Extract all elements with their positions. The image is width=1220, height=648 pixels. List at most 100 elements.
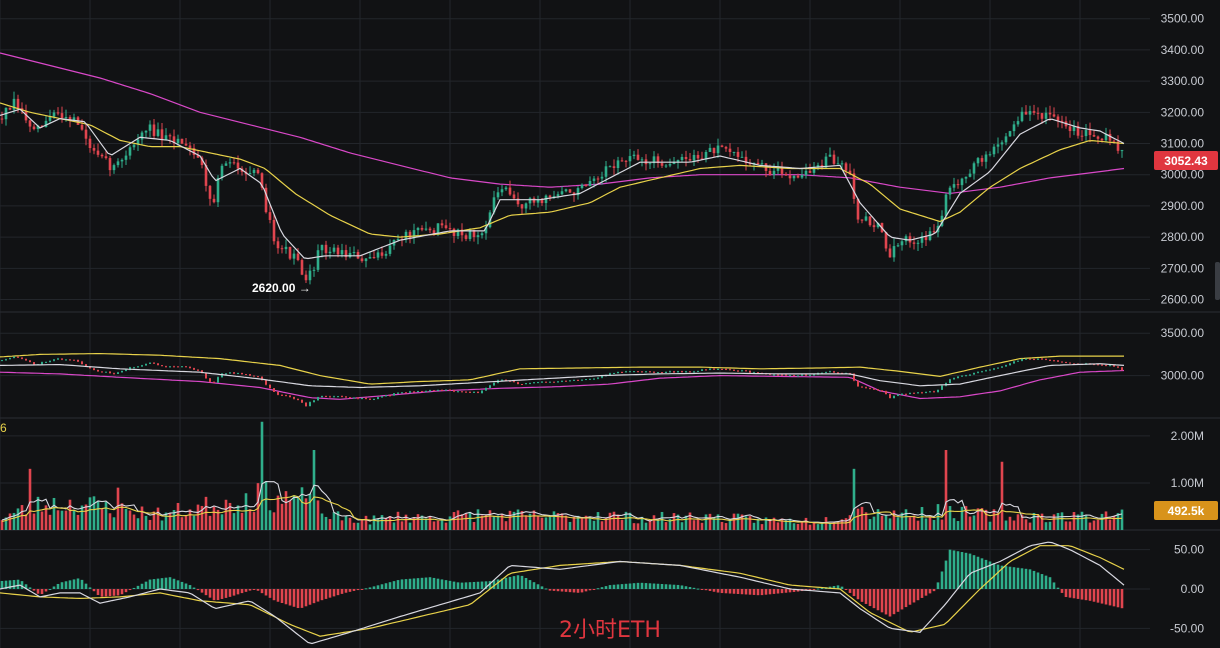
volume-bar — [180, 517, 184, 530]
macd-histogram-bar — [400, 579, 404, 589]
volume-bar — [784, 520, 788, 530]
macd-histogram-bar — [744, 589, 748, 595]
macd-histogram-bar — [372, 586, 376, 589]
candle-up — [957, 376, 959, 379]
macd-histogram-bar — [120, 589, 124, 595]
candle-up — [665, 371, 667, 374]
candle-down — [304, 270, 308, 283]
macd-histogram-bar — [292, 589, 296, 607]
candle-up — [1021, 358, 1023, 362]
macd-histogram-bar — [280, 589, 284, 604]
scroll-handle[interactable] — [1215, 262, 1220, 300]
candle-up — [944, 193, 948, 220]
candle-down — [245, 373, 247, 376]
macd-histogram-bar — [888, 589, 892, 617]
volume-bar — [468, 511, 472, 530]
volume-bar — [576, 515, 580, 530]
volume-bar — [888, 518, 892, 530]
candle-up — [128, 145, 132, 160]
candle-down — [345, 396, 347, 398]
candle-up — [753, 371, 755, 374]
candle-down — [153, 362, 155, 364]
volume-bar — [60, 510, 64, 530]
candle-down — [737, 370, 739, 372]
candle-down — [857, 380, 859, 387]
candle-up — [340, 243, 344, 258]
volume-bar — [64, 510, 68, 530]
volume-bar — [236, 505, 240, 530]
macd-histogram-bar — [376, 585, 380, 589]
volume-bar — [728, 519, 732, 530]
volume-bar — [156, 507, 160, 530]
volume-bar — [536, 516, 540, 530]
volume-bar — [568, 521, 572, 530]
candle-down — [180, 138, 184, 144]
candle-down — [296, 248, 300, 262]
candle-up — [1005, 364, 1007, 367]
macd-dif-line — [0, 541, 1125, 645]
main-candlestick-panel[interactable] — [0, 52, 1125, 288]
volume-bar — [516, 509, 520, 530]
candle-down — [197, 369, 199, 371]
macd-histogram-bar — [200, 589, 204, 593]
candle-down — [441, 389, 443, 391]
candle-up — [625, 370, 627, 373]
candle-up — [800, 168, 804, 180]
macd-histogram-bar — [384, 583, 388, 589]
candle-down — [277, 391, 279, 396]
volume-bar — [1072, 512, 1076, 530]
macd-histogram-bar — [604, 586, 608, 589]
macd-histogram-bar — [228, 589, 232, 597]
macd-histogram-bar — [412, 578, 416, 589]
candle-down — [324, 240, 328, 260]
candle-up — [1000, 140, 1004, 151]
macd-histogram-bar — [368, 587, 372, 589]
macd-histogram-bar — [264, 589, 268, 596]
candle-up — [632, 150, 636, 160]
candle-up — [312, 266, 316, 277]
macd-histogram-bar — [968, 553, 972, 589]
candle-up — [320, 244, 324, 258]
candle-up — [45, 361, 47, 363]
volume-bar — [108, 513, 112, 530]
price-axis-tick: 50.00 — [1174, 543, 1204, 557]
macd-histogram-bar — [188, 585, 192, 589]
volume-bar — [176, 502, 180, 530]
macd-histogram-bar — [1108, 589, 1112, 606]
volume-bar — [908, 517, 912, 530]
candle-down — [200, 155, 204, 169]
volume-bar — [944, 450, 948, 530]
macd-histogram-bar — [64, 581, 68, 589]
macd-panel[interactable] — [0, 541, 1125, 645]
volume-panel[interactable] — [0, 421, 1124, 530]
volume-bar — [368, 524, 372, 530]
candle-up — [669, 370, 671, 373]
candle-down — [1032, 104, 1036, 116]
volume-bar — [1000, 461, 1004, 530]
candle-up — [496, 186, 500, 200]
volume-bar — [260, 421, 264, 530]
volume-bar — [472, 522, 476, 530]
volume-bar — [212, 506, 216, 530]
candle-down — [788, 170, 792, 185]
volume-bar — [860, 506, 864, 530]
candle-up — [484, 220, 488, 240]
candle-down — [869, 387, 871, 390]
secondary-price-panel[interactable] — [0, 353, 1125, 407]
volume-bar — [528, 513, 532, 530]
macd-histogram-bar — [240, 589, 244, 594]
candle-down — [260, 172, 264, 191]
candle-down — [477, 391, 479, 394]
candle-up — [677, 370, 679, 373]
volume-bar — [496, 515, 500, 530]
volume-bar — [724, 523, 728, 530]
candle-down — [173, 365, 175, 368]
macd-histogram-bar — [900, 589, 904, 610]
candle-up — [672, 156, 676, 165]
candle-up — [732, 151, 736, 156]
volume-bar — [484, 515, 488, 530]
macd-histogram-bar — [276, 589, 280, 602]
price-axis-tick: 2700.00 — [1161, 261, 1205, 275]
price-axis[interactable]: 3500.00 3400.00 3300.00 3200.00 3100.00 3000.… — [1161, 12, 1205, 636]
